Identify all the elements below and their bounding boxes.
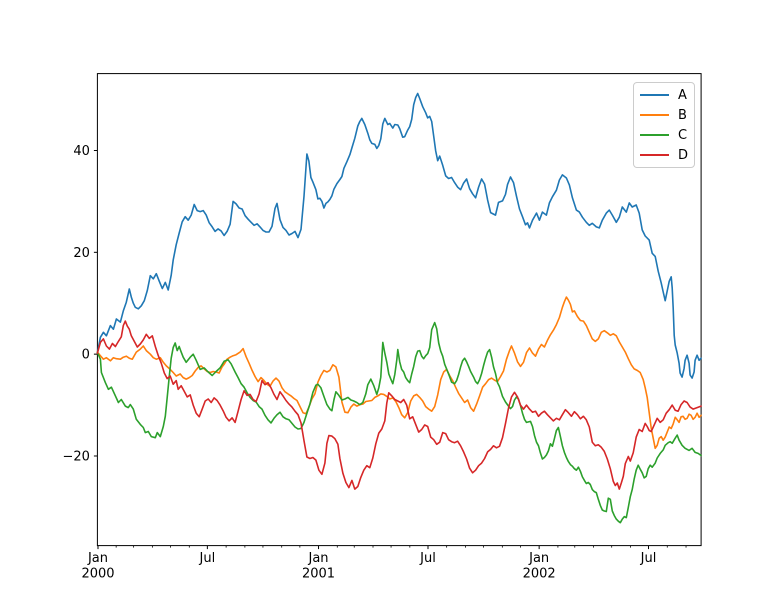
series-a-line-icon (640, 94, 669, 96)
series-line-c (96, 321, 702, 524)
legend-item: C (634, 125, 694, 145)
x-tick-label: Jan (308, 551, 329, 566)
series-c-line-icon (640, 134, 669, 136)
legend-label-a: A (678, 87, 687, 103)
legend-item: A (634, 85, 694, 105)
x-tick-label: Jul (199, 551, 216, 566)
legend-label-b: B (678, 107, 687, 123)
legend: A B C D (633, 82, 695, 168)
series-line-d (96, 320, 702, 490)
legend-item: D (634, 145, 694, 165)
y-tick-label: 20 (73, 246, 90, 261)
y-tick-label: −20 (62, 449, 89, 464)
x-tick-year-label: 2001 (302, 567, 335, 582)
x-tick-year-label: 2002 (523, 567, 556, 582)
series-line-b (96, 296, 702, 450)
x-tick-label: Jul (640, 551, 657, 566)
x-tick-label: Jan (87, 551, 108, 566)
x-tick-label: Jan (528, 551, 549, 566)
legend-label-d: D (678, 147, 689, 163)
y-tick-label: 0 (82, 348, 90, 363)
y-tick-label: 40 (73, 144, 90, 159)
legend-label-c: C (678, 127, 688, 143)
x-tick-year-label: 2000 (81, 567, 114, 582)
series-b-line-icon (640, 114, 669, 116)
x-tick-label: Jul (419, 551, 436, 566)
legend-item: B (634, 105, 694, 125)
series-d-line-icon (640, 154, 669, 156)
series-line-a (96, 92, 702, 379)
axes-spines (96, 73, 702, 547)
